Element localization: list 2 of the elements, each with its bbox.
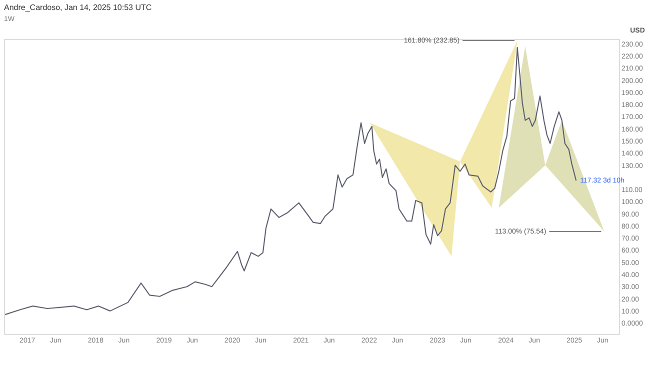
line-series — [4, 46, 577, 316]
chart-title: Andre_Cardoso, Jan 14, 2025 10:53 UTC — [4, 3, 152, 12]
